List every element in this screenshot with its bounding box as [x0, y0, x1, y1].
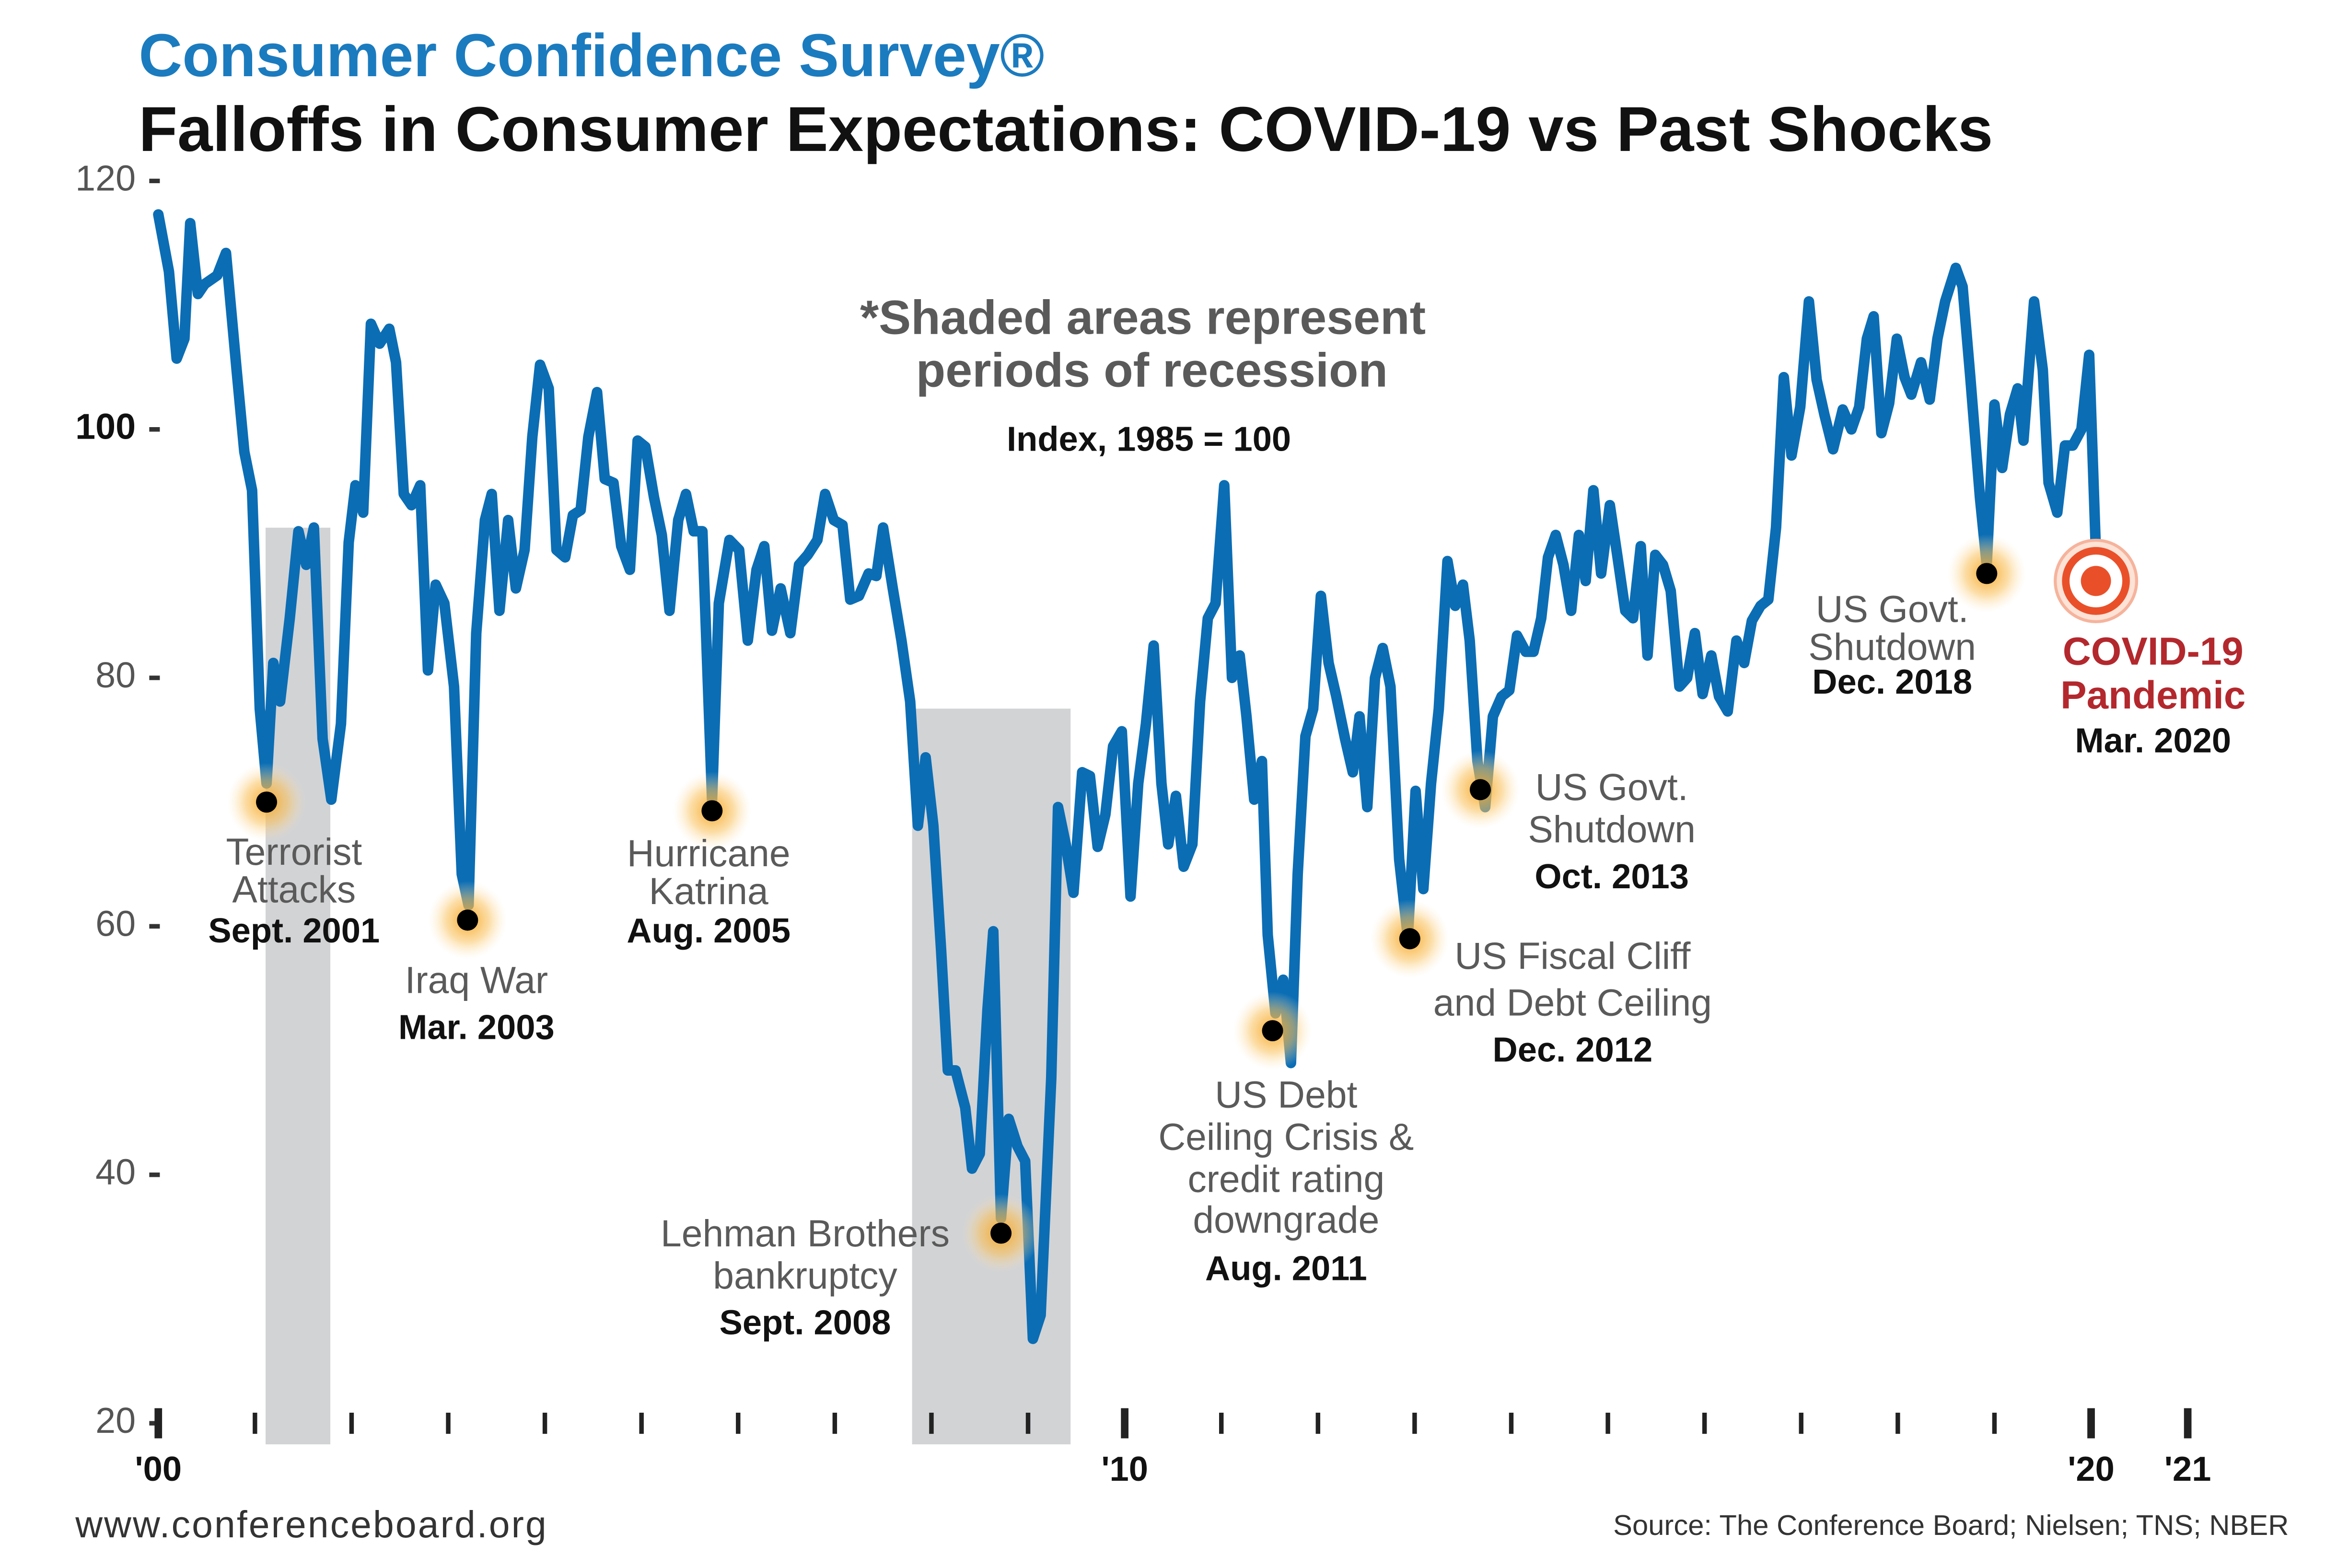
footer-source: Source: The Conference Board; Nielsen; T…	[1613, 1509, 2289, 1541]
event-label: Katrina	[649, 870, 768, 912]
chart-subtitle: Falloffs in Consumer Expectations: COVID…	[139, 93, 1993, 164]
event-label: US Govt.	[1816, 588, 1969, 630]
event-label: Shutdown	[1528, 808, 1696, 850]
event-dot	[1399, 928, 1420, 950]
recession-layer	[266, 527, 1071, 1445]
event-label: US Fiscal Cliff	[1454, 935, 1690, 977]
event-label: US Debt	[1215, 1073, 1357, 1115]
event-label: bankruptcy	[713, 1254, 897, 1297]
event-dot	[2081, 566, 2111, 596]
event-label: and Debt Ceiling	[1433, 982, 1712, 1024]
event-label: Shutdown	[1808, 626, 1976, 668]
event-label: Lehman Brothers	[661, 1212, 950, 1254]
x-tick-label: '21	[2164, 1450, 2211, 1488]
event-label: COVID-19	[2063, 630, 2244, 674]
event-dot	[990, 1222, 1012, 1244]
event-date: Mar. 2020	[2075, 722, 2231, 760]
event-label: Pandemic	[2060, 674, 2245, 717]
event-date: Aug. 2005	[627, 912, 791, 950]
event-dot	[1976, 563, 1998, 584]
event-date: Dec. 2012	[1493, 1031, 1653, 1069]
event-label: Attacks	[232, 869, 356, 911]
event-dot	[457, 909, 478, 931]
chart-title: Consumer Confidence Survey®	[139, 22, 1044, 89]
event-dot	[256, 791, 278, 813]
y-tick-label: 100	[75, 407, 136, 447]
note-line: *Shaded areas represent	[860, 291, 1426, 345]
index-note: Index, 1985 = 100	[1007, 420, 1291, 459]
y-tick-label: 20	[95, 1400, 136, 1440]
event-date: Mar. 2003	[398, 1008, 555, 1046]
y-tick-label: 80	[95, 655, 136, 695]
event-dot	[701, 800, 723, 822]
footer-url: www.conferenceboard.org	[75, 1503, 548, 1545]
y-tick-label: 120	[75, 158, 136, 198]
plot-layer	[153, 209, 2103, 1344]
event-label: downgrade	[1193, 1199, 1379, 1241]
data-line	[153, 209, 2103, 1344]
event-dot	[1469, 779, 1491, 801]
x-tick-label: '10	[1101, 1450, 1148, 1488]
event-label: Hurricane	[627, 832, 791, 874]
y-tick-label: 60	[95, 903, 136, 943]
event-date: Sept. 2001	[208, 912, 380, 950]
note-line: periods of recession	[916, 344, 1388, 397]
y-tick-label: 40	[95, 1152, 136, 1192]
event-label: US Govt.	[1535, 766, 1688, 808]
axes-layer: 20 40 60 80 100 120 '00 '10 '20 '21	[75, 158, 2211, 1488]
event-date: Oct. 2013	[1535, 858, 1689, 896]
event-dot	[1262, 1020, 1283, 1042]
event-label: credit rating	[1187, 1158, 1384, 1200]
x-tick-label: '20	[2068, 1450, 2115, 1488]
event-label: Terrorist	[226, 831, 362, 873]
event-date: Dec. 2018	[1812, 663, 1972, 701]
event-date: Aug. 2011	[1205, 1249, 1367, 1288]
event-label: Iraq War	[405, 959, 548, 1001]
event-label: Ceiling Crisis &	[1158, 1116, 1414, 1158]
event-date: Sept. 2008	[720, 1304, 891, 1342]
x-tick-label: '00	[135, 1450, 182, 1488]
